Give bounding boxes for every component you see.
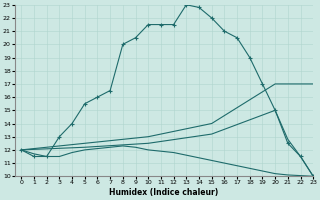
X-axis label: Humidex (Indice chaleur): Humidex (Indice chaleur) xyxy=(109,188,219,197)
